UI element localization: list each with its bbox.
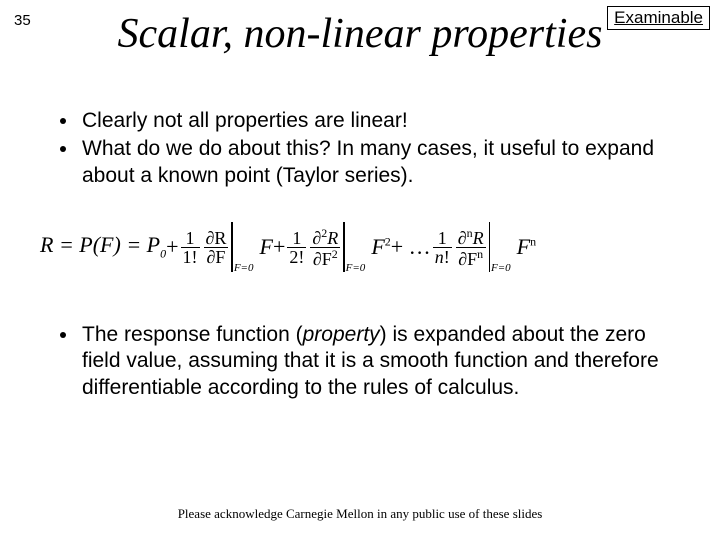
eq-frac-2fact: 12!	[287, 229, 306, 266]
eq-eval-sub: F=0	[346, 222, 366, 272]
eq-Fn: Fn	[517, 234, 536, 260]
bullet-item: The response function (property) is expa…	[60, 322, 670, 401]
bullet-list-top: Clearly not all properties are linear! W…	[60, 108, 670, 191]
slide: 35 Examinable Scalar, non-linear propert…	[0, 0, 720, 540]
eq-eval-sub: F=0	[234, 222, 254, 272]
bullet-item: What do we do about this? In many cases,…	[60, 136, 670, 189]
eq-plus: +	[166, 234, 178, 260]
eq-frac-dRdF: ∂R∂F	[204, 229, 229, 266]
bullet-dot-icon	[60, 332, 66, 338]
eq-dots: + …	[391, 234, 431, 260]
footer-text: Please acknowledge Carnegie Mellon in an…	[0, 506, 720, 522]
bullet-item: Clearly not all properties are linear!	[60, 108, 670, 134]
eq-eval-sub: F=0	[491, 222, 511, 272]
eq-eval-bar	[231, 222, 232, 272]
eq-F: F	[259, 234, 272, 260]
eq-lhs: R = P(F) = P0	[40, 232, 166, 261]
slide-title: Scalar, non-linear properties	[0, 10, 720, 58]
eq-eval-bar	[489, 222, 490, 272]
bullet-text: What do we do about this? In many cases,…	[82, 136, 670, 189]
bullet-dot-icon	[60, 118, 66, 124]
eq-frac-nfact: 1n!	[433, 229, 452, 266]
taylor-equation: R = P(F) = P0 + 11! ∂R∂F F=0 F + 12! ∂2R…	[40, 222, 690, 292]
eq-F2: F2	[371, 234, 390, 260]
bullet-dot-icon	[60, 146, 66, 152]
eq-frac-d2RdF2: ∂2R ∂F2	[310, 227, 340, 268]
bullet-list-bottom: The response function (property) is expa…	[60, 322, 670, 403]
bullet-text: Clearly not all properties are linear!	[82, 108, 408, 134]
eq-eval-bar	[343, 222, 344, 272]
bullet-text: The response function (property) is expa…	[82, 322, 670, 401]
eq-frac-dnRdFn: ∂nR ∂Fn	[456, 227, 486, 268]
eq-frac-1fact: 11!	[181, 229, 200, 266]
eq-plus: +	[273, 234, 285, 260]
